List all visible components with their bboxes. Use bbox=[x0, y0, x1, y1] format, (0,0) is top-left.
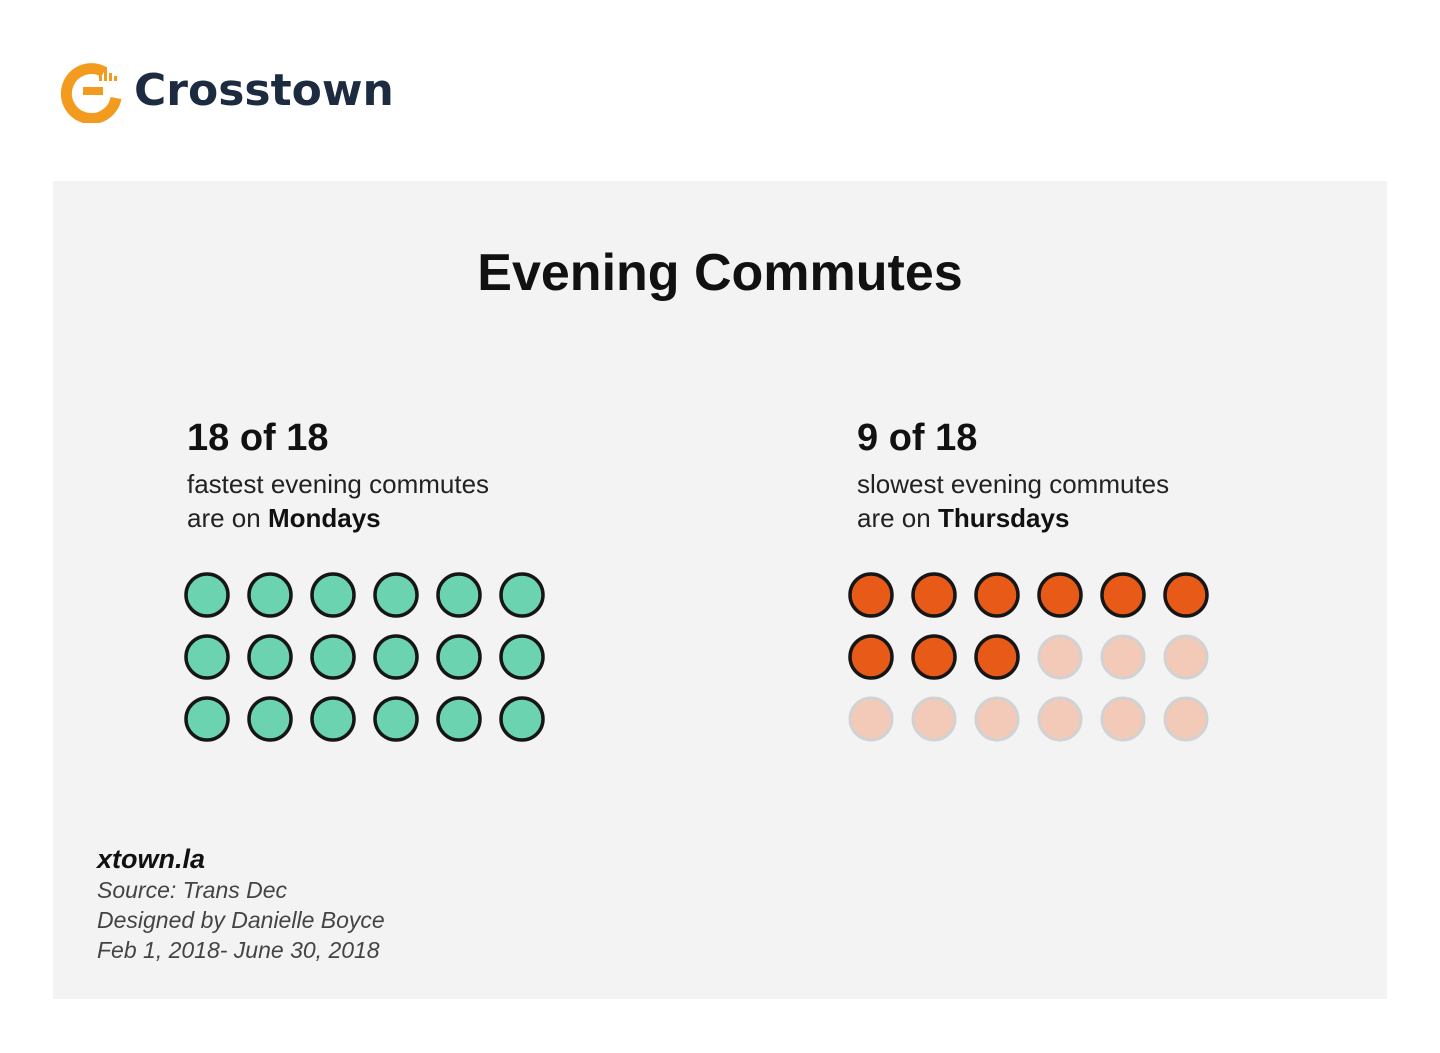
panel-mondays: 18 of 18 fastest evening commutes are on… bbox=[187, 419, 607, 535]
waffle-dot-empty-15 bbox=[974, 696, 1020, 742]
waffle-dot-filled-14 bbox=[247, 696, 293, 742]
brand-name: Crosstown bbox=[134, 65, 394, 116]
waffle-dot-filled-13 bbox=[184, 696, 230, 742]
waffle-dot-empty-17 bbox=[1100, 696, 1146, 742]
waffle-dot-filled-4 bbox=[1037, 572, 1083, 618]
waffle-dot-filled-17 bbox=[436, 696, 482, 742]
waffle-dot-empty-13 bbox=[848, 696, 894, 742]
footer-credits: xtown.la Source: Trans Dec Designed by D… bbox=[97, 843, 385, 965]
thursdays-line1: slowest evening commutes bbox=[857, 469, 1170, 499]
waffle-dot-empty-16 bbox=[1037, 696, 1083, 742]
waffle-chart-mondays bbox=[184, 572, 545, 742]
waffle-dot-empty-10 bbox=[1037, 634, 1083, 680]
thursdays-headline: 9 of 18 bbox=[857, 417, 978, 459]
footer-source: Source: Trans Dec bbox=[97, 877, 288, 903]
waffle-dot-empty-12 bbox=[1163, 634, 1209, 680]
waffle-dot-filled-8 bbox=[247, 634, 293, 680]
waffle-dot-filled-3 bbox=[310, 572, 356, 618]
waffle-chart-thursdays bbox=[848, 572, 1209, 742]
panel-thursdays: 9 of 18 slowest evening commutes are on … bbox=[857, 419, 1277, 535]
waffle-dot-filled-1 bbox=[184, 572, 230, 618]
waffle-dot-filled-5 bbox=[436, 572, 482, 618]
footer-site: xtown.la bbox=[97, 844, 206, 874]
waffle-dot-filled-5 bbox=[1100, 572, 1146, 618]
waffle-dot-filled-2 bbox=[911, 572, 957, 618]
waffle-dot-filled-9 bbox=[310, 634, 356, 680]
crosstown-gauge-logo-icon bbox=[60, 63, 122, 123]
mondays-line2-prefix: are on bbox=[187, 503, 268, 533]
waffle-dot-filled-7 bbox=[848, 634, 894, 680]
footer-designer: Designed by Danielle Boyce bbox=[97, 907, 385, 933]
waffle-dot-filled-15 bbox=[310, 696, 356, 742]
waffle-dot-filled-6 bbox=[1163, 572, 1209, 618]
waffle-dot-filled-11 bbox=[436, 634, 482, 680]
waffle-dot-filled-9 bbox=[974, 634, 1020, 680]
waffle-dot-filled-7 bbox=[184, 634, 230, 680]
waffle-dot-filled-8 bbox=[911, 634, 957, 680]
chart-title: Evening Commutes bbox=[477, 244, 963, 302]
waffle-dot-filled-3 bbox=[974, 572, 1020, 618]
infographic-panel: Evening Commutes 18 of 18 fastest evenin… bbox=[53, 181, 1387, 999]
mondays-headline: 18 of 18 bbox=[187, 417, 329, 459]
waffle-dot-filled-4 bbox=[373, 572, 419, 618]
thursdays-day: Thursdays bbox=[937, 503, 1070, 533]
waffle-dot-filled-2 bbox=[247, 572, 293, 618]
thursdays-description: slowest evening commutes are on Thursday… bbox=[857, 467, 1277, 535]
waffle-dot-filled-12 bbox=[499, 634, 545, 680]
footer-date-range: Feb 1, 2018- June 30, 2018 bbox=[97, 937, 380, 963]
waffle-dot-filled-10 bbox=[373, 634, 419, 680]
brand: Crosstown bbox=[60, 58, 394, 124]
mondays-description: fastest evening commutes are on Mondays bbox=[187, 467, 607, 535]
waffle-dot-empty-11 bbox=[1100, 634, 1146, 680]
waffle-dot-empty-14 bbox=[911, 696, 957, 742]
waffle-dot-empty-18 bbox=[1163, 696, 1209, 742]
mondays-day: Mondays bbox=[267, 503, 381, 533]
waffle-dot-filled-6 bbox=[499, 572, 545, 618]
waffle-dot-filled-1 bbox=[848, 572, 894, 618]
thursdays-line2-prefix: are on bbox=[857, 503, 938, 533]
mondays-line1: fastest evening commutes bbox=[187, 469, 490, 499]
waffle-dot-filled-16 bbox=[373, 696, 419, 742]
waffle-dot-filled-18 bbox=[499, 696, 545, 742]
